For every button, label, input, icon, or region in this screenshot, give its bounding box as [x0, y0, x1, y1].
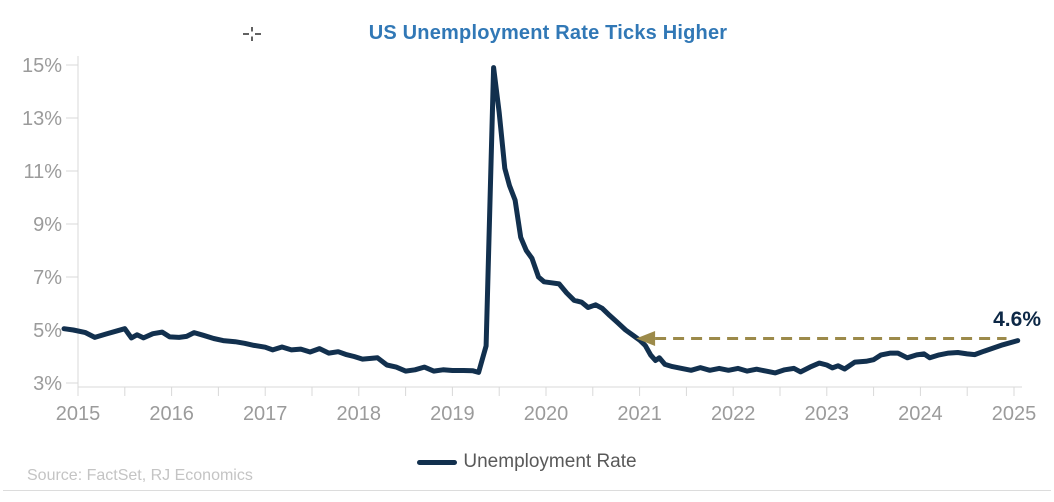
- x-tick-label: 2015: [56, 403, 101, 425]
- unemployment-rate-line: [61, 65, 1021, 376]
- bottom-divider: [3, 490, 1051, 491]
- x-tick-label: 2019: [430, 403, 475, 425]
- legend-line-swatch: [417, 459, 458, 465]
- y-tick-label: 7%: [33, 267, 62, 289]
- annotation-arrowhead: [636, 330, 656, 346]
- legend-label: Unemployment Rate: [463, 451, 637, 472]
- x-tick-label: 2024: [898, 403, 943, 425]
- annotation-label: 4.6%: [993, 308, 1041, 331]
- x-tick-label: 2020: [524, 403, 569, 425]
- x-tick-label: 2018: [337, 403, 382, 425]
- chart-title: US Unemployment Rate Ticks Higher: [368, 22, 728, 44]
- y-tick-label: 13%: [22, 108, 62, 130]
- x-tick-label: 2016: [149, 403, 194, 425]
- x-tick-label: 2025: [992, 403, 1037, 425]
- x-tick-label: 2021: [617, 403, 662, 425]
- y-tick-label: 9%: [33, 214, 62, 236]
- legend: Unemployment Rate: [0, 451, 1054, 473]
- x-tick-label: 2017: [243, 403, 288, 425]
- source-text: Source: FactSet, RJ Economics: [27, 467, 253, 484]
- crosshair-cursor-icon: [243, 27, 261, 41]
- y-tick-label: 11%: [23, 161, 62, 183]
- y-tick-label: 3%: [33, 373, 62, 395]
- x-tick-label: 2023: [805, 403, 850, 425]
- y-tick-label: 5%: [33, 320, 62, 342]
- y-tick-label: 15%: [22, 55, 62, 77]
- x-tick-label: 2022: [711, 403, 756, 425]
